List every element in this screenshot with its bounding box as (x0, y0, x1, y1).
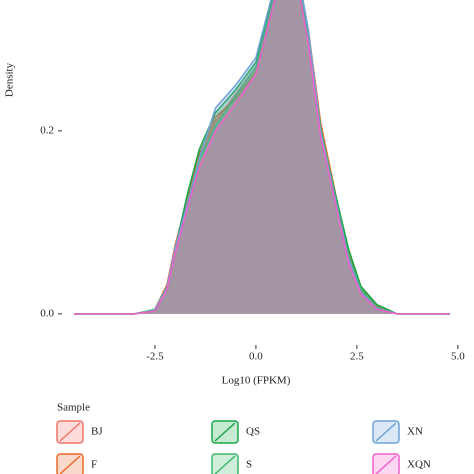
legend-label: S (246, 459, 252, 471)
plot-area (74, 0, 450, 315)
y-tick-label: 0.2 (40, 124, 54, 136)
x-axis-label: Log10 (FPKM) (222, 375, 291, 387)
legend-label: XQN (407, 459, 431, 471)
legend-key-line (375, 455, 397, 474)
legend-key-line (59, 455, 81, 474)
density-curve (74, 0, 450, 315)
x-tick-label: 2.5 (350, 351, 364, 363)
x-tick-label: -2.5 (146, 351, 164, 363)
x-tick-label: 5.0 (451, 351, 465, 363)
y-tick-label: 0.0 (40, 307, 54, 319)
y-axis-label: Density (4, 62, 16, 97)
legend-label: XN (407, 426, 423, 438)
legend-label: F (91, 459, 97, 471)
legend-key-line (59, 422, 81, 442)
legend-label: QS (246, 426, 260, 438)
legend-label: BJ (91, 426, 103, 438)
x-tick-label: 0.0 (249, 351, 263, 363)
legend-key-line (214, 455, 236, 474)
legend-key-line (375, 422, 397, 442)
legend-key-line (214, 422, 236, 442)
legend-title: Sample (57, 402, 90, 414)
